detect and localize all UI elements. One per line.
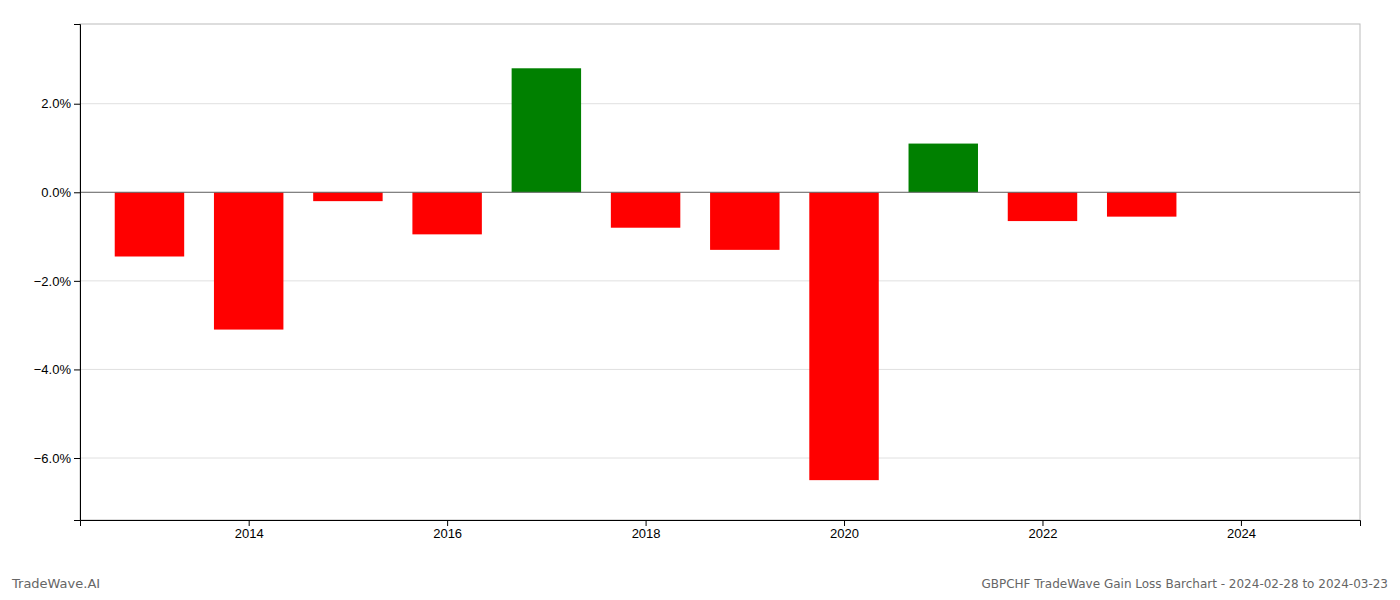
x-tick-mark bbox=[249, 520, 250, 526]
grid bbox=[80, 104, 1360, 458]
y-tick-mark bbox=[74, 281, 80, 282]
x-tick-label: 2018 bbox=[632, 526, 661, 541]
bar bbox=[909, 144, 978, 193]
y-axis: −6.0% −4.0% −2.0% 0.0% 2.0% bbox=[34, 25, 81, 521]
y-tick-mark bbox=[74, 192, 80, 193]
y-tick-mark bbox=[74, 458, 80, 459]
plot-frame bbox=[80, 24, 1360, 520]
bar bbox=[710, 192, 779, 250]
y-tick-label: 0.0% bbox=[41, 185, 71, 200]
y-tick-label: −2.0% bbox=[34, 274, 72, 289]
x-tick: 2014 bbox=[235, 520, 264, 541]
x-tick-label: 2022 bbox=[1029, 526, 1058, 541]
x-tick-label: 2016 bbox=[433, 526, 462, 541]
x-tick: 2022 bbox=[1029, 520, 1058, 541]
y-tick-label: −4.0% bbox=[34, 362, 72, 377]
x-tick-mark bbox=[646, 520, 647, 526]
x-tick-label: 2020 bbox=[830, 526, 859, 541]
x-tick-label: 2014 bbox=[235, 526, 264, 541]
x-tick: 2018 bbox=[632, 520, 661, 541]
x-tick-mark bbox=[1241, 520, 1242, 526]
y-tick: −4.0% bbox=[34, 362, 80, 377]
bar bbox=[313, 192, 382, 201]
bar bbox=[1107, 192, 1176, 216]
x-axis-line bbox=[81, 521, 1361, 527]
plot: −6.0%−4.0%−2.0%0.0%2.0%20142016201820202… bbox=[34, 24, 1361, 541]
x-axis: 2014 2016 2018 2020 2022 2024 bbox=[81, 520, 1361, 541]
bar bbox=[809, 192, 878, 480]
chart: −6.0%−4.0%−2.0%0.0%2.0%20142016201820202… bbox=[0, 0, 1400, 600]
y-tick: −2.0% bbox=[34, 274, 80, 289]
grid-line bbox=[80, 192, 1360, 193]
bar bbox=[611, 192, 680, 227]
y-tick: 0.0% bbox=[41, 185, 80, 200]
y-tick-mark bbox=[74, 104, 80, 105]
x-tick: 2024 bbox=[1227, 520, 1256, 541]
y-tick: 2.0% bbox=[41, 96, 80, 111]
x-tick: 2016 bbox=[433, 520, 462, 541]
bar bbox=[1008, 192, 1077, 221]
grid-line bbox=[80, 103, 1360, 104]
y-tick-mark bbox=[74, 369, 80, 370]
x-tick-mark bbox=[1042, 520, 1043, 526]
x-tick-label: 2024 bbox=[1227, 526, 1256, 541]
grid-line bbox=[80, 458, 1360, 459]
x-tick-mark bbox=[447, 520, 448, 526]
bars bbox=[115, 68, 1177, 480]
y-axis-line bbox=[74, 25, 81, 521]
zero-line bbox=[80, 192, 1360, 193]
grid-line bbox=[80, 369, 1360, 370]
bar bbox=[512, 68, 581, 192]
y-tick-label: −6.0% bbox=[34, 451, 72, 466]
bar bbox=[115, 192, 184, 256]
x-tick-mark bbox=[844, 520, 845, 526]
y-tick: −6.0% bbox=[34, 451, 80, 466]
watermark: TradeWave.AI bbox=[11, 576, 100, 591]
y-tick-label: 2.0% bbox=[41, 96, 71, 111]
title: GBPCHF TradeWave Gain Loss Barchart - 20… bbox=[981, 577, 1388, 591]
x-tick: 2020 bbox=[830, 520, 859, 541]
bar bbox=[214, 192, 283, 329]
bar bbox=[412, 192, 481, 234]
